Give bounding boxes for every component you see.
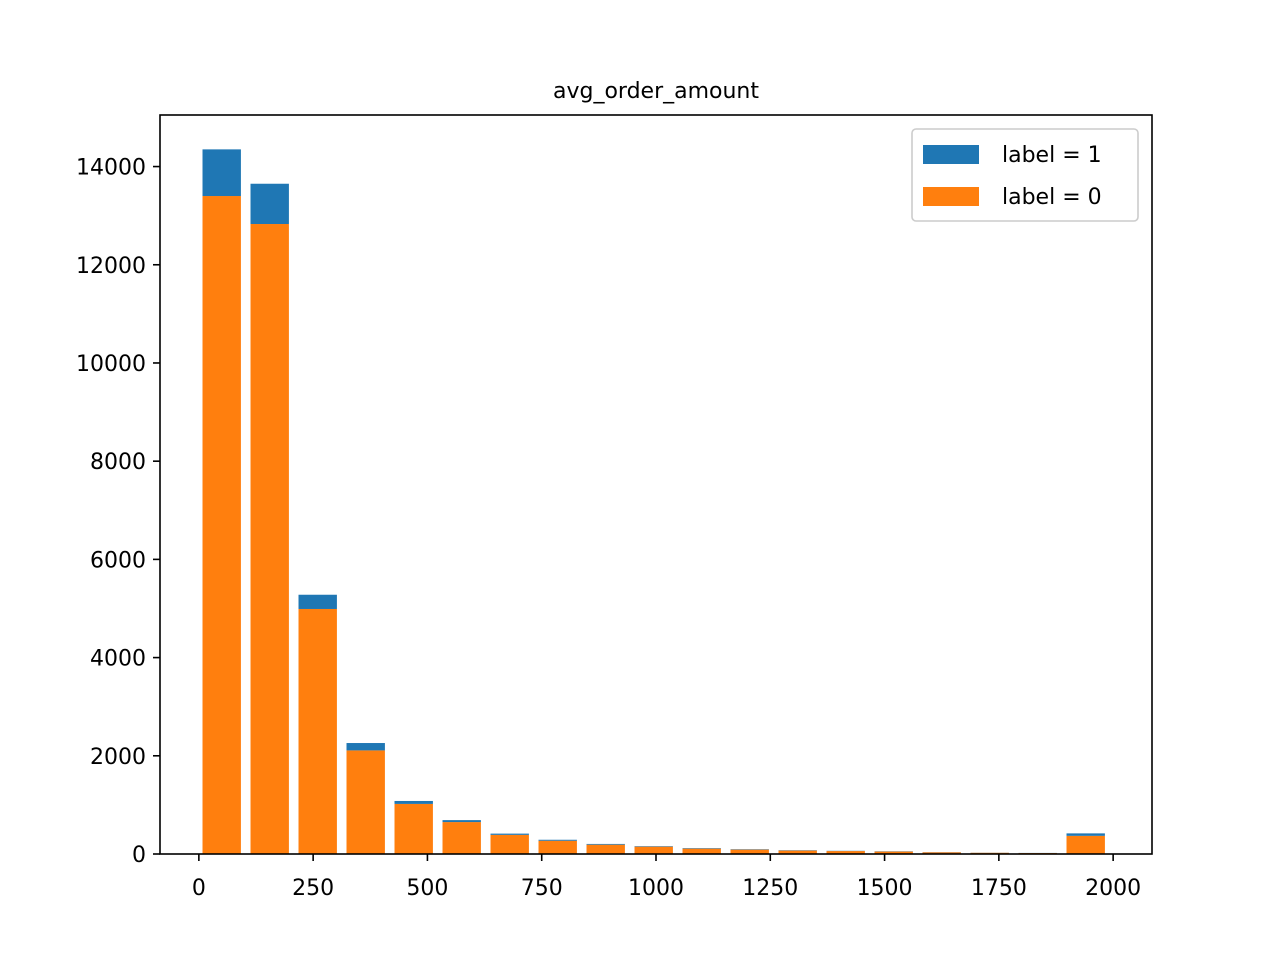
x-tick-label-7: 1750 <box>971 876 1027 901</box>
bar-label0-18 <box>1067 836 1105 854</box>
x-tick-label-5: 1250 <box>742 876 798 901</box>
x-tick-label-0: 0 <box>192 876 206 901</box>
bar-label0-4 <box>395 804 433 854</box>
chart-title: avg_order_amount <box>553 79 759 104</box>
bar-label1-2 <box>299 595 337 609</box>
y-tick-label-7: 14000 <box>76 156 146 181</box>
x-tick-label-4: 1000 <box>628 876 684 901</box>
bar-label1-3 <box>347 743 385 750</box>
y-tick-label-5: 10000 <box>76 352 146 377</box>
bar-label0-7 <box>539 841 577 854</box>
bar-label1-18 <box>1067 833 1105 835</box>
bar-label1-5 <box>443 820 481 822</box>
x-tick-label-2: 500 <box>406 876 448 901</box>
x-tick-label-1: 250 <box>292 876 334 901</box>
bar-label1-8 <box>587 844 625 845</box>
bar-label0-0 <box>203 196 241 854</box>
legend: label = 1 label = 0 <box>912 129 1138 221</box>
y-tick-label-3: 6000 <box>90 548 146 573</box>
y-tick-label-1: 2000 <box>90 745 146 770</box>
legend-label-0: label = 1 <box>1002 143 1102 168</box>
x-tick-label-8: 2000 <box>1085 876 1141 901</box>
legend-swatch-0 <box>923 145 979 164</box>
bar-label0-6 <box>491 835 529 854</box>
bar-label1-1 <box>251 184 289 224</box>
bar-label0-8 <box>587 845 625 854</box>
y-tick-label-2: 4000 <box>90 647 146 672</box>
y-tick-label-4: 8000 <box>90 450 146 475</box>
legend-label-1: label = 0 <box>1002 185 1102 210</box>
y-tick-label-6: 12000 <box>76 254 146 279</box>
bar-label1-7 <box>539 840 577 841</box>
bar-label0-5 <box>443 822 481 854</box>
bar-label1-4 <box>395 801 433 804</box>
y-tick-label-0: 0 <box>132 843 146 868</box>
bar-label0-1 <box>251 224 289 854</box>
bar-label0-2 <box>299 609 337 854</box>
bar-label1-6 <box>491 834 529 835</box>
bar-label0-3 <box>347 750 385 854</box>
bar-label0-9 <box>635 847 673 854</box>
bar-label0-10 <box>683 849 721 854</box>
x-tick-label-3: 750 <box>521 876 563 901</box>
x-tick-label-6: 1500 <box>857 876 913 901</box>
bar-label1-0 <box>203 149 241 196</box>
legend-swatch-1 <box>923 187 979 206</box>
